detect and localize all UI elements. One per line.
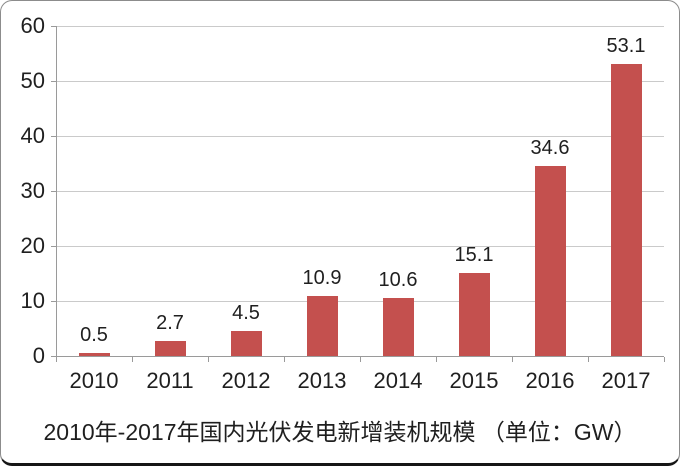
- x-axis-line: [56, 356, 664, 357]
- y-axis-label: 20: [20, 233, 45, 258]
- bar-2013: [307, 296, 338, 356]
- bar-2014: [383, 298, 414, 356]
- x-axis-tick: [208, 357, 209, 362]
- x-axis-label: 2010: [69, 368, 119, 393]
- bar-2016: [535, 166, 566, 356]
- bar-2012: [231, 331, 262, 356]
- x-axis-label: 2017: [601, 368, 651, 393]
- y-axis-label: 30: [20, 178, 45, 203]
- bar-value-label: 10.9: [302, 267, 342, 289]
- y-axis-label: 10: [20, 288, 45, 313]
- x-axis-tick: [436, 357, 437, 362]
- bar-value-label: 15.1: [454, 244, 494, 266]
- y-axis-tick: [51, 356, 56, 357]
- x-axis-label: 2012: [221, 368, 271, 393]
- x-axis-label: 2015: [449, 368, 499, 393]
- y-axis-tick: [51, 26, 56, 27]
- y-axis-line: [56, 26, 57, 357]
- gridline: [56, 301, 664, 302]
- x-axis-label: 2014: [373, 368, 423, 393]
- y-axis-tick: [51, 81, 56, 82]
- y-axis-label: 50: [20, 68, 45, 93]
- x-axis-tick: [664, 357, 665, 362]
- x-axis-tick: [56, 357, 57, 362]
- bar-value-label: 34.6: [530, 137, 570, 159]
- bar-2017: [611, 64, 642, 356]
- y-axis-tick: [51, 301, 56, 302]
- y-axis-tick: [51, 191, 56, 192]
- x-axis-label: 2013: [297, 368, 347, 393]
- gridline: [56, 26, 664, 27]
- x-axis-tick: [360, 357, 361, 362]
- gridline: [56, 136, 664, 137]
- bar-value-label: 0.5: [80, 324, 108, 346]
- y-axis-tick: [51, 136, 56, 137]
- chart-title: 2010年-2017年国内光伏发电新增装机规模 （单位：GW）: [43, 419, 637, 445]
- gridline: [56, 81, 664, 82]
- x-axis-label: 2016: [525, 368, 575, 393]
- x-axis-tick: [588, 357, 589, 362]
- x-axis-tick: [284, 357, 285, 362]
- bar-value-label: 2.7: [156, 312, 184, 334]
- x-axis-tick: [132, 357, 133, 362]
- y-axis-label: 0: [32, 343, 45, 368]
- bar-2010: [79, 353, 110, 356]
- gridline: [56, 191, 664, 192]
- x-axis-label: 2011: [146, 368, 194, 393]
- bar-2015: [459, 273, 490, 356]
- gridline: [56, 246, 664, 247]
- y-axis-tick: [51, 246, 56, 247]
- x-axis-tick: [512, 357, 513, 362]
- bar-value-label: 10.6: [378, 269, 418, 291]
- bar-value-label: 4.5: [232, 302, 260, 324]
- y-axis-label: 60: [20, 13, 45, 38]
- bar-value-label: 53.1: [606, 35, 646, 57]
- bar-2011: [155, 341, 186, 356]
- y-axis-label: 40: [20, 123, 45, 148]
